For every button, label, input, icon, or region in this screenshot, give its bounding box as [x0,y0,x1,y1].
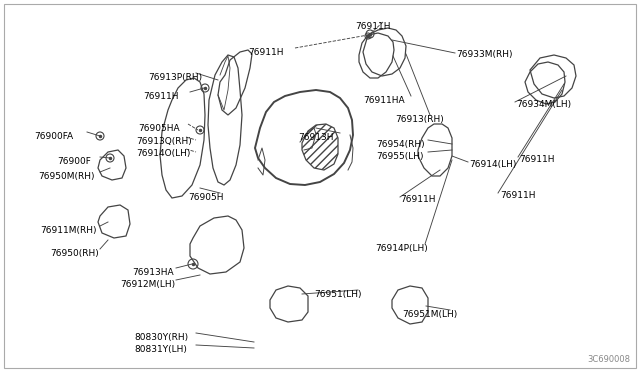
Text: 76900FA: 76900FA [34,132,73,141]
Text: 76914O(LH): 76914O(LH) [136,149,190,158]
Text: 76951M(LH): 76951M(LH) [402,310,457,319]
Text: 76911H: 76911H [143,92,179,101]
Text: 76911H: 76911H [400,195,435,204]
Text: 76954(RH): 76954(RH) [376,140,424,149]
Text: 76905HA: 76905HA [138,124,180,133]
Text: 76951(LH): 76951(LH) [314,290,362,299]
Text: 76913H: 76913H [298,133,333,142]
Text: 76950M(RH): 76950M(RH) [38,172,95,181]
Text: 76911M(RH): 76911M(RH) [40,226,97,235]
Text: 80830Y(RH): 80830Y(RH) [134,333,188,342]
Text: 76911H: 76911H [500,191,536,200]
Text: 76911HA: 76911HA [363,96,404,105]
Text: 76934M(LH): 76934M(LH) [516,100,571,109]
Text: 76905H: 76905H [188,193,223,202]
Text: 76955(LH): 76955(LH) [376,152,424,161]
Text: 76950(RH): 76950(RH) [50,249,99,258]
Text: 76913Q(RH): 76913Q(RH) [136,137,192,146]
Text: 76911H: 76911H [519,155,554,164]
Text: 76913P(RH): 76913P(RH) [148,73,202,82]
Text: 76914(LH): 76914(LH) [469,160,516,169]
Text: 76913(RH): 76913(RH) [395,115,444,124]
Text: 3C690008: 3C690008 [587,355,630,364]
Text: 76933M(RH): 76933M(RH) [456,50,513,59]
Text: 76913HA: 76913HA [132,268,173,277]
Text: 80831Y(LH): 80831Y(LH) [134,345,187,354]
Text: 76912M(LH): 76912M(LH) [120,280,175,289]
Text: 76911H: 76911H [248,48,284,57]
Text: 76911H: 76911H [355,22,390,31]
Text: 76914P(LH): 76914P(LH) [375,244,428,253]
Text: 76900F: 76900F [57,157,91,166]
